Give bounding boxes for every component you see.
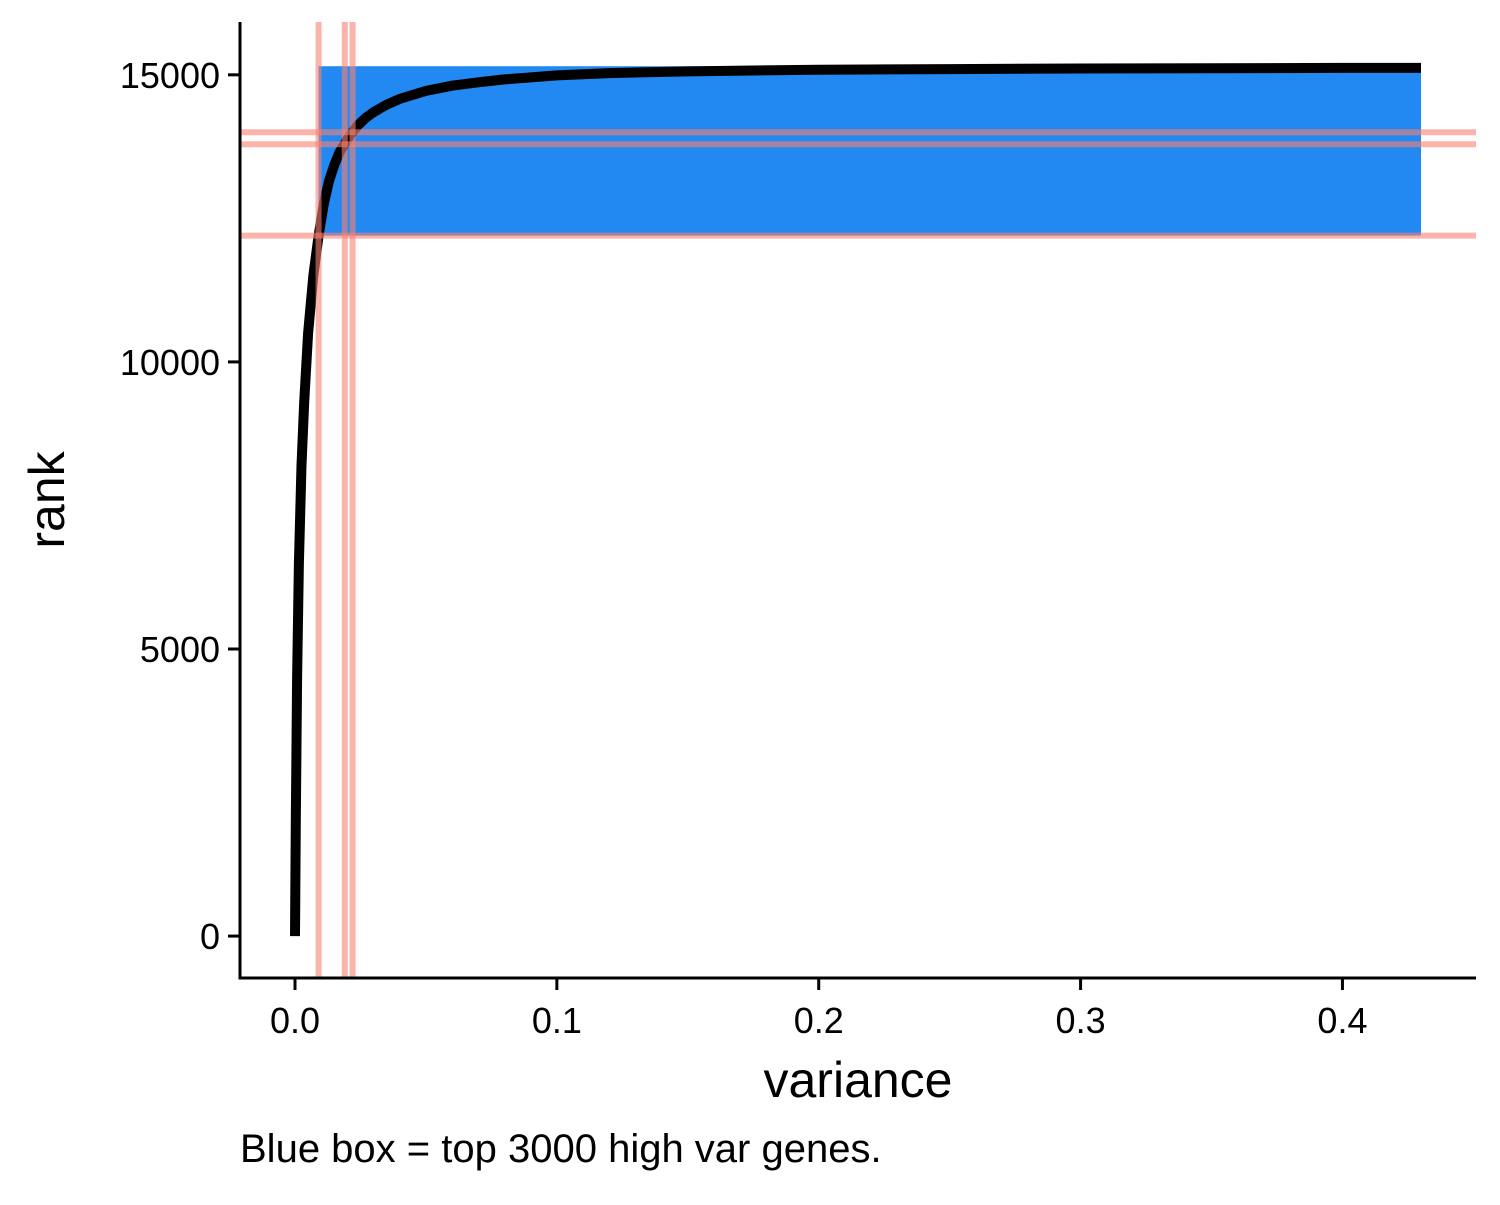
y-tick-label: 0: [200, 916, 220, 957]
chart-caption: Blue box = top 3000 high var genes.: [240, 1127, 882, 1171]
y-tick-label: 10000: [120, 342, 220, 383]
x-tick-label: 0.1: [532, 1000, 582, 1041]
curve-layer: [290, 62, 1421, 937]
series-line: [290, 62, 1421, 937]
y-tick-label: 5000: [140, 629, 220, 670]
y-axis-title: rank: [19, 450, 75, 548]
x-tick-label: 0.2: [794, 1000, 844, 1041]
ticks-layer: 0.0 0.1 0.2 0.3 0.4 0 5000 10000 15000: [120, 55, 1368, 1041]
x-tick-label: 0.0: [270, 1000, 320, 1041]
threshold-lines-layer: [240, 22, 1476, 978]
axes-layer: [238, 22, 1476, 980]
x-tick-label: 0.4: [1317, 1000, 1367, 1041]
highlight-box-layer: [318, 66, 1422, 236]
x-axis-title: variance: [764, 1052, 953, 1108]
highlight-box: [318, 66, 1422, 236]
y-tick-label: 15000: [120, 55, 220, 96]
x-tick-label: 0.3: [1056, 1000, 1106, 1041]
